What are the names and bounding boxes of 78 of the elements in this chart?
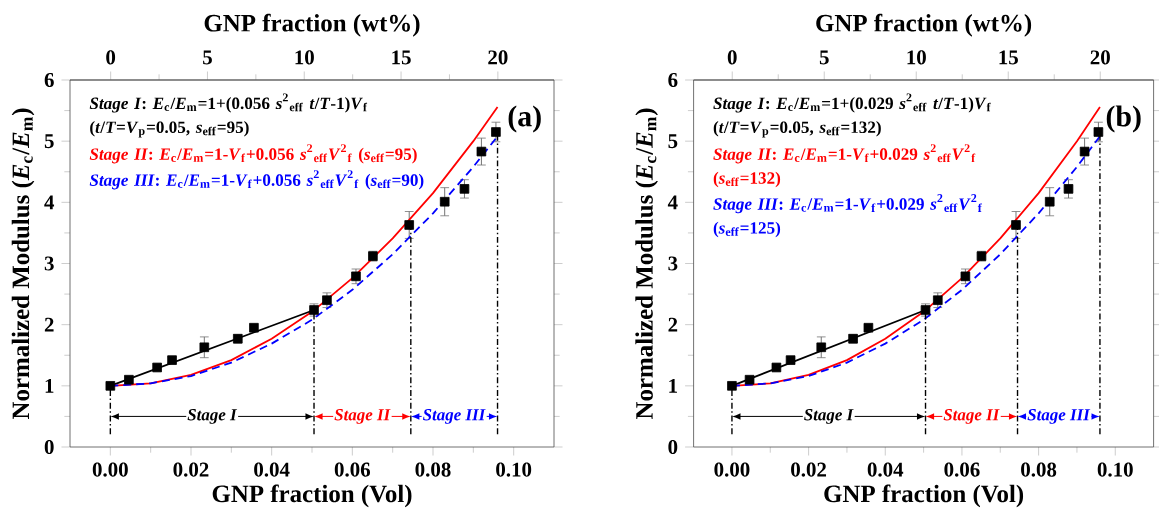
x-tick-label: 0.08 [1021,462,1057,477]
x-tick-label: 0.06 [334,462,371,477]
x2-tick-label: 20 [488,50,508,65]
annotation: Stage II [943,409,1000,424]
point [124,374,134,385]
y-tick-label: 4 [44,195,55,210]
point [199,342,210,353]
x2-tick-label: 5 [203,50,212,65]
annotation: Stage III [422,409,486,424]
x-tick-label: 0.04 [254,462,290,477]
y-tick-label: 3 [44,256,54,271]
y-tick-label: 2 [44,317,54,332]
x-tick-label: 0.06 [944,462,980,477]
x-tick-label: 0.10 [1097,462,1133,477]
x2-tick-label: 10 [295,50,314,65]
annotation: Stage II [334,409,391,424]
y-tick-label: 3 [668,256,678,271]
text: Stage III: E$_{c}$/E$_{m}$=1-V$_{f}$+0.029 s$^{2}$$_{eff}$V$^{2}$f (s$_{eff}$=125) [713,194,982,238]
point [249,322,259,333]
x2-tick-label: 15 [999,50,1018,65]
point [785,355,796,365]
text: Stage III: E$_{c}$/E$_{m}$=1-V$_{f}$+0.056 s$^{2}$$_{eff}$V$^{2}$$_{f}$ (s$_{eff}$=90) [89,170,424,190]
x2-axis-title: GNP fraction (wt%) [204,13,420,37]
y-tick-label: 0 [668,439,678,455]
point [1011,220,1021,230]
x-tick-label: 0.02 [173,462,209,477]
annotation: Stage I [804,409,854,424]
point [459,184,470,194]
point [1079,146,1090,157]
x-tick-label: 0.00 [714,462,750,477]
x-tick-label: 0.08 [415,462,451,477]
x2-tick-label: 15 [392,50,411,65]
point [476,146,487,157]
y-tick-label: 0 [44,439,54,455]
y-tick-label: 6 [44,72,54,88]
x2-axis-title: GNP fraction (wt%) [816,13,1032,37]
text: Stage II: E$_{c}$/E$_{m}$=1-V$_{f}$+0.056 s$^{2}$$_{eff}$V$^{2}$$_{f}$ (s$_{eff}$=95) [89,144,417,164]
annotation: (b) [1106,105,1141,133]
point [491,127,501,137]
y-tick-label: 5 [44,134,54,149]
y-tick-label: 2 [668,317,678,332]
x2-tick-label: 0 [106,50,116,65]
point [771,362,782,373]
x2-tick-label: 5 [819,50,829,65]
y-tick-label: 6 [668,72,678,88]
point [1063,184,1074,194]
point [1044,196,1055,207]
x-axis-title: GNP fraction (Vol) [212,484,412,508]
annotation: (a) [508,105,541,133]
point [404,220,414,230]
annotation: Stage III [1027,409,1091,424]
point [816,342,827,353]
annotation: Stage I [187,409,238,424]
x2-tick-label: 20 [1090,50,1110,65]
y-tick-label: 4 [667,195,678,210]
y-tick-label: 1 [669,378,677,393]
point [152,362,162,373]
x-tick-label: 0.00 [92,462,128,477]
text: Stage I: E$_{c}$/E$_{m}$=1+(0.056 s$^{2}$$_{eff}$ t/T-1)V$_{f}$ (t/T=V$_{p}$=0.05, s$_{eff}$=95) [89,93,368,138]
x2-tick-label: 10 [907,50,926,65]
point [105,381,116,391]
point [863,322,874,333]
text: Stage I: E$_{c}$/E$_{m}$=1+(0.029 s$^{2}$$_{eff}$ t/T-1)V$_{f}$ (t/T=V$_{p}$=0.05, s$_{eff}$=132) [713,93,991,138]
text: Stage II: E$_{c}$/E$_{m}$=1-V$_{f}$+0.029 s$^{2}$$_{eff}$V$^{2}$f (s$_{eff}$=132) [713,144,976,188]
x-tick-label: 0.02 [791,462,827,477]
x-tick-label: 0.04 [867,462,904,477]
x2-tick-label: 0 [727,50,737,65]
y-tick-label: 1 [45,378,54,393]
point [322,295,332,305]
x-tick-label: 0.10 [496,462,532,477]
point [933,295,943,305]
x-axis-title: GNP fraction (Vol) [824,484,1024,508]
point [167,355,177,365]
point [744,374,755,385]
point [1093,127,1104,137]
point [439,196,450,207]
y-tick-label: 5 [668,134,678,149]
point [727,381,737,391]
